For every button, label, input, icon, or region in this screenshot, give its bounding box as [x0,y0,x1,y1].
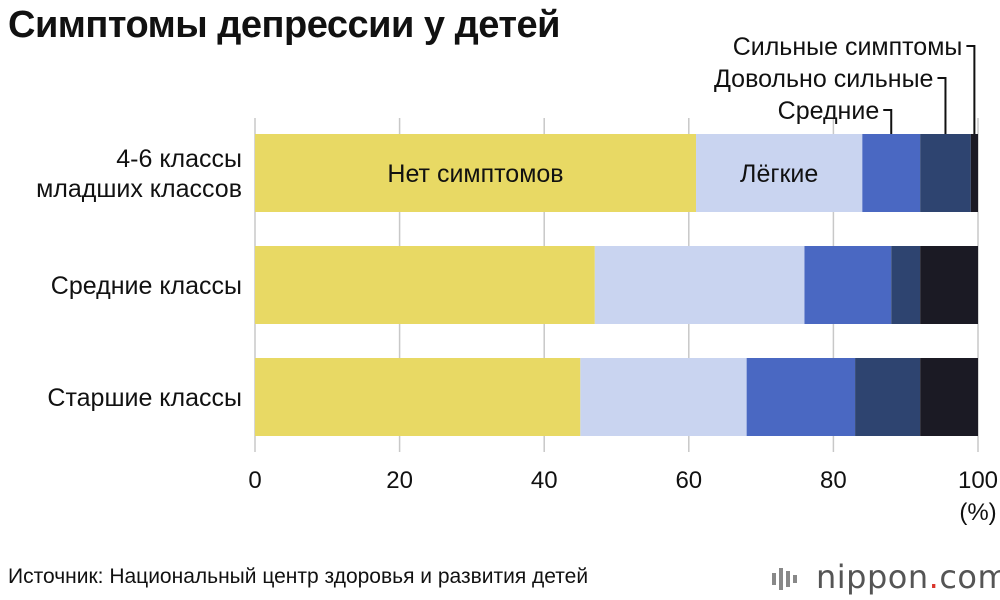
bar-segment [920,358,978,436]
x-tick-label: 60 [675,467,702,494]
x-tick-label: 0 [248,467,261,494]
bar-segment [891,246,921,324]
bar-segment [580,358,747,436]
bar-segment [855,358,921,436]
bar-segment [255,358,581,436]
series-label: Лёгкие [740,160,818,188]
leader-line [883,109,893,134]
chart-title: Симптомы депрессии у детей [8,4,560,46]
bar-segment [746,358,856,436]
brand-mark-icon [772,568,797,590]
brand-logo: nippon.com [770,558,1000,598]
category-label: младших классов [36,175,242,203]
category-label: Старшие классы [47,384,242,412]
bar-segment [804,246,892,324]
x-tick-label: 80 [820,467,847,494]
x-unit-label: (%) [959,499,996,526]
bar-segment [862,134,921,212]
series-label: Нет симптомов [387,160,563,188]
brand-wordmark: nippon.com [816,558,1000,596]
category-label: Средние классы [51,272,242,300]
leader-line [966,45,976,134]
bar-segment [594,246,805,324]
bar-segment [970,134,978,212]
series-label: Довольно сильные [714,65,934,93]
series-label: Сильные симптомы [733,33,963,61]
bar-segment [255,246,595,324]
x-tick-label: 40 [531,467,558,494]
bar-segment [696,134,863,212]
bar-segment [920,134,971,212]
x-tick-label: 100 [958,467,998,494]
category-label: 4-6 классы [116,145,242,173]
x-tick-label: 20 [386,467,413,494]
stacked-bar-chart: Нет симптомов Лёгкие Сильные симптомы Дово… [36,33,998,526]
bar-segment [920,246,978,324]
leader-line [937,77,947,134]
bar-segment [255,134,697,212]
source-note: Источник: Национальный центр здоровья и … [8,565,589,588]
series-label: Средние [778,97,880,125]
